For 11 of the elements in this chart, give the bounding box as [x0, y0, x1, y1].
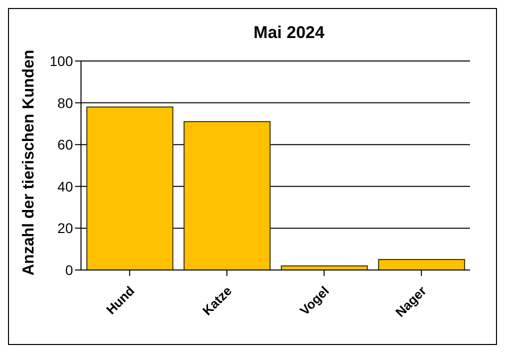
- y-tick-label: 20: [57, 220, 74, 236]
- y-tick-label: 100: [50, 52, 74, 69]
- bar: [184, 121, 271, 270]
- y-tick-label: 0: [65, 262, 74, 278]
- y-axis-title: Anzahl der tierischen Kunden: [20, 50, 38, 276]
- y-tick-label: 40: [57, 178, 74, 194]
- y-tick-label: 60: [57, 136, 74, 153]
- bar: [378, 259, 466, 270]
- y-tick-label: 80: [57, 94, 74, 111]
- chart-title: Mai 2024: [252, 23, 326, 43]
- bar: [86, 106, 174, 270]
